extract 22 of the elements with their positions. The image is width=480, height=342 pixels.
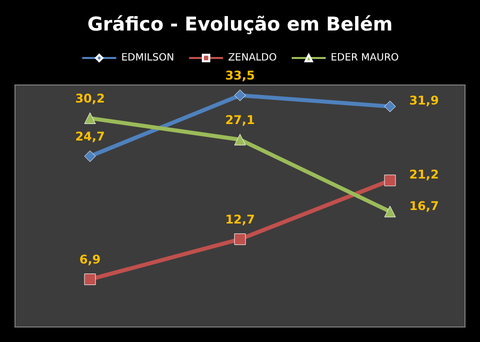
point [234,233,246,245]
point [234,134,246,146]
data-label: 21,2 [409,168,439,182]
point [234,90,246,102]
data-label: 16,7 [409,198,439,213]
point [84,150,96,162]
point [384,174,396,186]
point [384,100,396,112]
data-label: 30,2 [75,91,105,106]
point [384,206,396,218]
legend-label: EDMILSON [121,52,174,64]
point [84,112,96,124]
legend-label: EDER MAURO [330,52,399,64]
data-label: 24,7 [75,129,105,144]
data-label: 33,5 [225,68,255,83]
data-label: 12,7 [225,212,255,226]
data-label: 6,9 [79,252,101,267]
data-label: 27,1 [225,112,255,127]
legend-label: ZENALDO [228,52,277,64]
data-label: 31,9 [409,94,439,108]
point [84,274,96,286]
chart-title: Gráfico - Evolução em Belém [87,14,393,36]
